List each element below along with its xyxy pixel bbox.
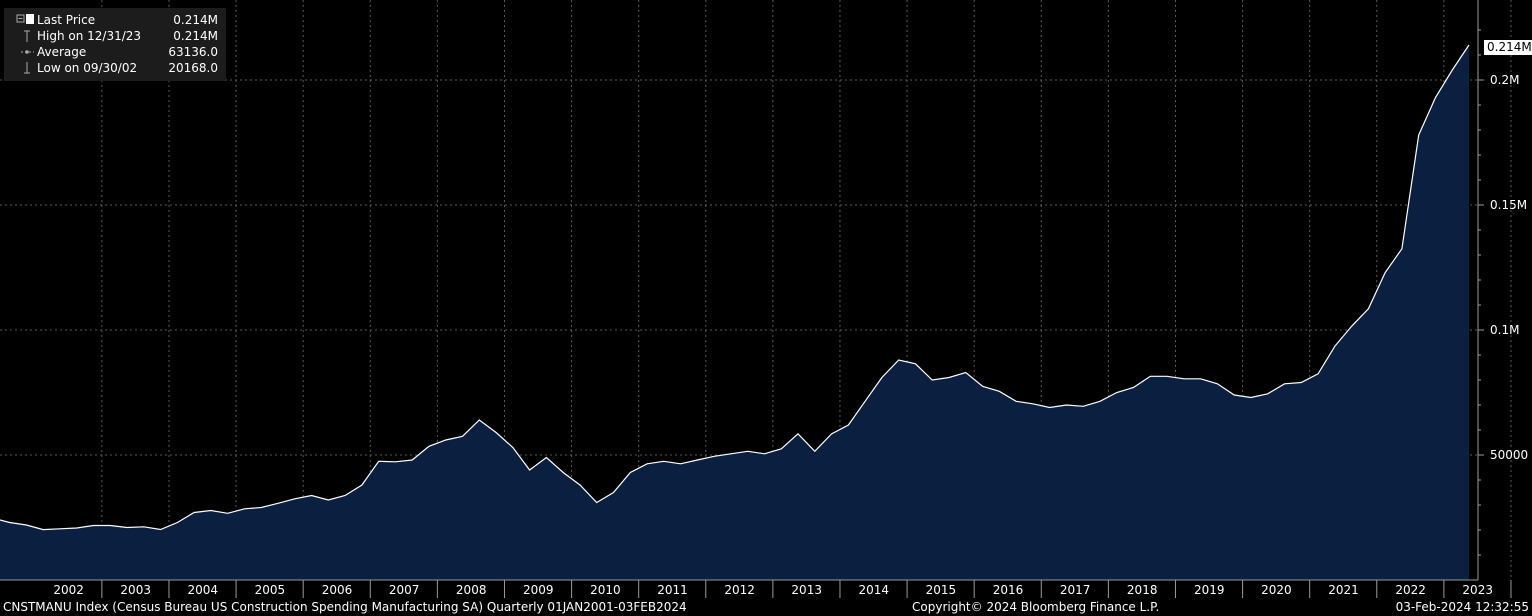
legend-last-price-value: 0.214M [173,13,218,27]
x-tick-label: 2009 [523,583,554,597]
footer-description: CNSTMANU Index (Census Bureau US Constru… [3,600,687,614]
legend-box: Last Price 0.214M High on 12/31/23 0.214… [4,8,226,81]
legend-low-label: Low on 09/30/02 [37,61,138,75]
x-tick-label: 2015 [925,583,957,597]
x-tick-label: 2017 [1059,583,1091,597]
legend-low-value: 20168.0 [168,61,218,75]
last-value-tag: 0.214M [1484,40,1532,55]
legend-high-value: 0.214M [173,29,218,43]
x-tick-marks [101,580,1512,598]
x-tick-label: 2004 [187,583,219,597]
x-tick-label: 2021 [1328,583,1359,597]
y-tick-marks [1478,29,1484,556]
x-tick-label: 2019 [1194,583,1225,597]
x-tick-label: 2013 [791,583,822,597]
x-tick-label: 2005 [254,583,286,597]
low-marker-icon [24,62,30,74]
legend-high-label: High on 12/31/23 [37,29,142,43]
collapse-icon[interactable] [16,12,34,28]
footer-timestamp: 03-Feb-2024 12:32:55 [1395,600,1529,614]
x-tick-label: 2022 [1395,583,1426,597]
x-tick-label: 2014 [858,583,890,597]
series-line [0,44,1470,531]
x-tick-label: 2003 [120,583,151,597]
average-marker-icon [21,50,34,54]
legend-row-average: Average 63136.0 [4,44,226,60]
y-tick-label: 0.1M [1490,323,1520,337]
x-tick-label: 2020 [1261,583,1292,597]
legend-average-value: 63136.0 [168,45,218,59]
legend-last-price-label: Last Price [37,13,96,27]
x-tick-label: 2011 [657,583,688,597]
y-tick-label: 0.2M [1490,73,1520,87]
y-tick-label: 50000 [1490,448,1529,462]
x-tick-label: 2007 [388,583,420,597]
x-tick-label: 2012 [724,583,755,597]
x-tick-label: 2016 [992,583,1024,597]
x-tick-label: 2006 [321,583,353,597]
legend-average-label: Average [37,45,87,59]
legend-row-high: High on 12/31/23 0.214M [4,28,226,44]
x-tick-label: 2008 [455,583,487,597]
footer-copyright: Copyright© 2024 Bloomberg Finance L.P. [912,600,1160,614]
legend-row-low: Low on 09/30/02 20168.0 [4,60,226,76]
y-tick-label: 0.15M [1490,198,1528,212]
x-tick-label: 2010 [590,583,621,597]
area-fill [0,45,1469,580]
x-tick-label: 2023 [1462,583,1493,597]
legend-row-last-price: Last Price 0.214M [4,12,226,28]
x-tick-label: 2002 [53,583,84,597]
high-marker-icon [24,30,30,42]
x-tick-label: 2018 [1126,583,1158,597]
